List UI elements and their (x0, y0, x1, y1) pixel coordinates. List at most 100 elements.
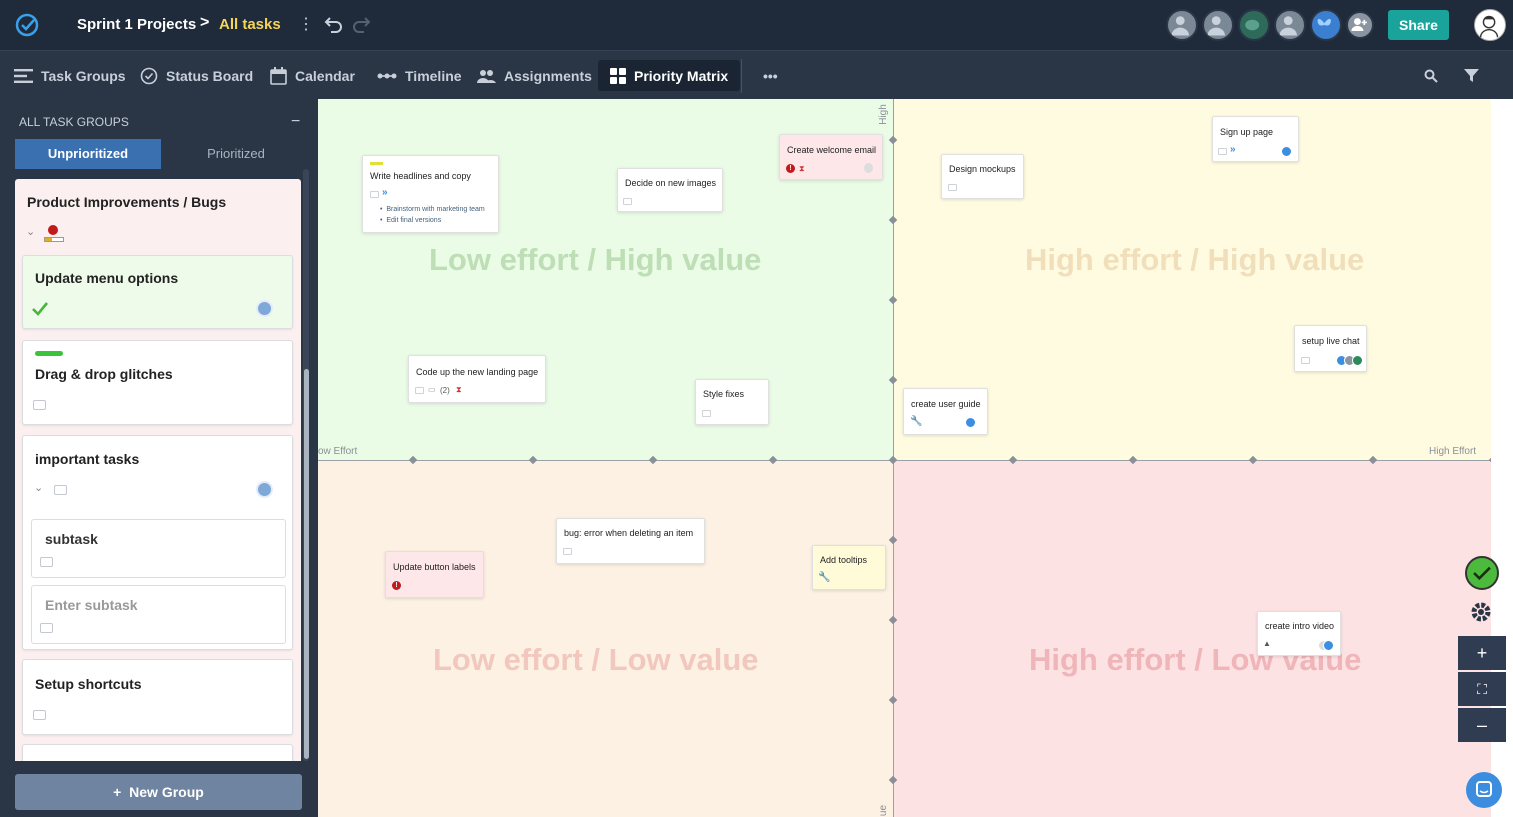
assignee-avatar[interactable] (1352, 355, 1363, 366)
more-views-icon[interactable]: ••• (763, 67, 778, 84)
task-title[interactable]: Sign up page (1220, 127, 1274, 137)
zoom-out-button[interactable]: – (1458, 708, 1506, 742)
matrix-task-card[interactable]: Design mockups (941, 154, 1024, 199)
matrix-task-card[interactable]: Sign up page » (1212, 116, 1299, 162)
share-button[interactable]: Share (1388, 10, 1449, 40)
task-card[interactable]: important tasks ⌄ subtask Enter subtask (22, 435, 293, 650)
inbox-icon[interactable] (370, 191, 379, 198)
subtask-text[interactable]: Brainstorm with marketing team (386, 206, 485, 213)
inbox-icon[interactable] (563, 548, 572, 555)
fit-screen-button[interactable]: ⛶ (1458, 672, 1506, 706)
matrix-task-card[interactable]: Decide on new images (617, 168, 723, 212)
member-avatar[interactable] (1166, 9, 1198, 41)
matrix-task-card[interactable]: create user guide 🔧 (903, 388, 988, 435)
task-card[interactable]: Update menu options (22, 255, 293, 329)
matrix-task-card[interactable]: setup live chat (1294, 325, 1367, 372)
task-title[interactable]: Update button labels (393, 562, 476, 572)
task-title[interactable]: Add tooltips (820, 555, 868, 565)
inbox-icon[interactable] (40, 623, 53, 633)
inbox-icon[interactable] (948, 184, 957, 191)
task-title[interactable]: create intro video (1265, 621, 1335, 631)
inbox-icon[interactable] (33, 710, 46, 720)
inbox-icon[interactable] (40, 557, 53, 567)
add-member-icon[interactable] (1346, 11, 1374, 39)
matrix-task-card[interactable]: Create welcome email ! ⧗ (779, 134, 883, 180)
breadcrumb-current[interactable]: All tasks (219, 16, 281, 33)
more-vertical-icon[interactable]: ⋮ (298, 16, 314, 33)
task-title[interactable]: Drag & drop glitches (35, 366, 173, 382)
task-card[interactable]: Setup shortcuts (22, 659, 293, 735)
breadcrumb-project[interactable]: Sprint 1 Projects (77, 16, 197, 33)
user-avatar[interactable] (1474, 9, 1506, 41)
member-avatar[interactable] (1274, 9, 1306, 41)
assignee-avatar[interactable] (256, 300, 273, 317)
tab-timeline[interactable]: Timeline (377, 60, 462, 91)
matrix-task-card[interactable]: Update button labels ! (385, 551, 484, 598)
complete-check-icon[interactable] (1465, 556, 1499, 590)
inbox-icon[interactable] (54, 485, 67, 495)
zoom-in-button[interactable]: + (1458, 636, 1506, 670)
matrix-task-card[interactable]: Add tooltips 🔧 (812, 545, 886, 590)
subtask-item[interactable]: subtask (31, 519, 286, 578)
member-avatar[interactable] (1238, 9, 1270, 41)
filter-icon[interactable] (1464, 68, 1479, 83)
task-title[interactable]: Decide on new images (625, 178, 717, 188)
matrix-task-card[interactable]: Write headlines and copy » • Brainstorm … (362, 155, 499, 233)
member-avatar[interactable] (1310, 9, 1342, 41)
inbox-icon[interactable] (702, 410, 711, 417)
tab-status-board[interactable]: Status Board (140, 60, 253, 91)
task-title[interactable]: Style fixes (703, 389, 745, 399)
task-title[interactable]: bug: error when deleting an item (564, 528, 694, 538)
inbox-icon[interactable] (623, 198, 632, 205)
subtask-title[interactable]: subtask (45, 531, 98, 547)
tab-priority-matrix[interactable]: Priority Matrix (598, 60, 741, 91)
task-title[interactable]: setup live chat (1302, 336, 1360, 346)
task-title[interactable]: Update menu options (35, 270, 179, 286)
tab-unprioritized[interactable]: Unprioritized (15, 139, 161, 169)
undo-icon[interactable] (322, 14, 344, 36)
comment-icon[interactable]: ▭ (428, 385, 436, 394)
sidebar-scrollbar-thumb[interactable] (304, 369, 309, 759)
checkmark-icon[interactable] (32, 302, 48, 316)
task-title[interactable]: create user guide (911, 399, 981, 409)
task-title[interactable]: important tasks (35, 451, 140, 467)
assignee-avatar[interactable] (965, 417, 976, 428)
tab-prioritized[interactable]: Prioritized (207, 146, 265, 161)
task-title[interactable]: Create welcome email (787, 145, 877, 155)
matrix-task-card[interactable]: create intro video ▲ (1257, 611, 1341, 656)
collapse-icon[interactable]: − (291, 113, 301, 130)
sidebar-task-list[interactable]: Product Improvements / Bugs ⌄ Update men… (15, 179, 301, 761)
matrix-task-card[interactable]: bug: error when deleting an item (556, 518, 705, 564)
assignee-avatar[interactable] (864, 163, 873, 173)
inbox-icon[interactable] (33, 400, 46, 410)
task-title[interactable]: Write headlines and copy (370, 171, 471, 181)
subtask-input[interactable]: Enter subtask (31, 585, 286, 644)
tab-assignments[interactable]: Assignments (477, 60, 592, 91)
app-logo-icon[interactable] (14, 12, 40, 38)
quadrant-low-effort-low-value[interactable] (318, 460, 893, 817)
inbox-icon[interactable] (1301, 357, 1310, 364)
assignee-avatar[interactable] (1281, 146, 1292, 157)
tab-task-groups[interactable]: Task Groups (14, 60, 126, 91)
quadrant-high-effort-low-value[interactable] (893, 460, 1493, 817)
inbox-icon[interactable] (415, 387, 424, 394)
task-title[interactable]: Code up the new landing page (416, 367, 539, 377)
task-title[interactable]: Design mockups (949, 164, 1016, 174)
task-card[interactable]: Drag & drop glitches (22, 340, 293, 425)
subtask-text[interactable]: Edit final versions (386, 217, 442, 224)
chat-support-icon[interactable] (1466, 772, 1502, 808)
assignee-avatar[interactable] (256, 481, 273, 498)
search-icon[interactable] (1424, 69, 1438, 83)
matrix-task-card[interactable]: Style fixes (695, 379, 769, 425)
new-group-button[interactable]: + New Group (15, 774, 302, 810)
task-card[interactable] (22, 744, 293, 761)
inbox-icon[interactable] (1218, 148, 1227, 155)
redo-icon[interactable] (351, 14, 373, 36)
chevron-down-icon[interactable]: ⌄ (34, 482, 44, 494)
group-title[interactable]: Product Improvements / Bugs (27, 194, 227, 210)
subtask-placeholder[interactable]: Enter subtask (45, 597, 138, 613)
assignee-avatar[interactable] (1323, 640, 1334, 651)
task-title[interactable]: Setup shortcuts (35, 676, 142, 692)
tab-calendar[interactable]: Calendar (270, 60, 355, 91)
chevron-down-icon[interactable]: ⌄ (26, 226, 36, 238)
